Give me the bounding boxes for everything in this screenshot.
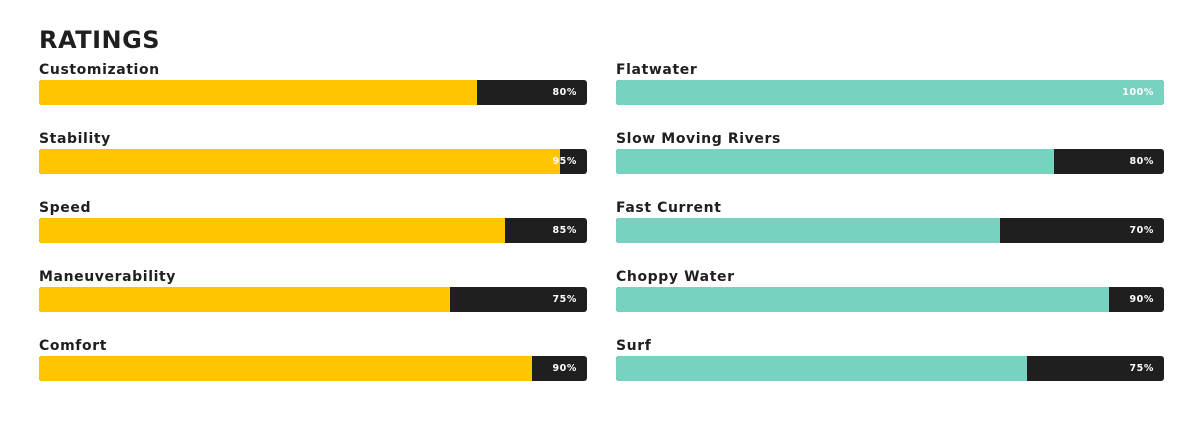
rating-bar-track: 90% xyxy=(39,356,587,381)
rating-label: Choppy Water xyxy=(616,269,735,285)
rating-value: 100% xyxy=(1122,87,1154,98)
rating-value: 90% xyxy=(552,363,577,374)
rating-label: Fast Current xyxy=(616,200,722,216)
rating-bar-track: 75% xyxy=(616,356,1164,381)
rating-label: Stability xyxy=(39,131,111,147)
rating-bar-fill xyxy=(616,149,1055,174)
rating-value: 80% xyxy=(552,87,577,98)
rating-bar-fill xyxy=(616,356,1027,381)
rating-row-comfort: Comfort 90% xyxy=(39,338,587,398)
rating-bar-track: 95% xyxy=(39,149,587,174)
rating-value: 95% xyxy=(552,156,577,167)
rating-bar-track: 85% xyxy=(39,218,587,243)
rating-value: 85% xyxy=(552,225,577,236)
rating-value: 75% xyxy=(1129,363,1154,374)
rating-label: Comfort xyxy=(39,338,107,354)
rating-bar-track: 75% xyxy=(39,287,587,312)
rating-label: Maneuverability xyxy=(39,269,177,285)
rating-row-choppy-water: Choppy Water 90% xyxy=(616,269,1164,329)
rating-bar-fill xyxy=(39,287,450,312)
rating-label: Speed xyxy=(39,200,92,216)
rating-row-stability: Stability 95% xyxy=(39,131,587,191)
page-title: RATINGS xyxy=(39,26,161,54)
rating-value: 80% xyxy=(1129,156,1154,167)
rating-bar-fill xyxy=(39,149,560,174)
rating-bar-fill xyxy=(616,287,1110,312)
rating-bar-fill xyxy=(39,356,533,381)
rating-row-surf: Surf 75% xyxy=(616,338,1164,398)
rating-bar-fill xyxy=(616,218,1000,243)
rating-bar-track: 80% xyxy=(39,80,587,105)
rating-value: 70% xyxy=(1129,225,1154,236)
rating-bar-fill xyxy=(39,218,505,243)
rating-row-speed: Speed 85% xyxy=(39,200,587,260)
rating-bar-track: 90% xyxy=(616,287,1164,312)
rating-row-slow-moving-rivers: Slow Moving Rivers 80% xyxy=(616,131,1164,191)
rating-bar-fill xyxy=(39,80,478,105)
rating-bar-fill xyxy=(616,80,1164,105)
rating-label: Customization xyxy=(39,62,160,78)
rating-bar-track: 100% xyxy=(616,80,1164,105)
rating-value: 90% xyxy=(1129,294,1154,305)
rating-label: Slow Moving Rivers xyxy=(616,131,781,147)
rating-row-fast-current: Fast Current 70% xyxy=(616,200,1164,260)
rating-label: Flatwater xyxy=(616,62,698,78)
rating-row-customization: Customization 80% xyxy=(39,62,587,122)
rating-label: Surf xyxy=(616,338,652,354)
rating-bar-track: 70% xyxy=(616,218,1164,243)
rating-value: 75% xyxy=(552,294,577,305)
rating-bar-track: 80% xyxy=(616,149,1164,174)
rating-row-flatwater: Flatwater 100% xyxy=(616,62,1164,122)
rating-row-maneuverability: Maneuverability 75% xyxy=(39,269,587,329)
